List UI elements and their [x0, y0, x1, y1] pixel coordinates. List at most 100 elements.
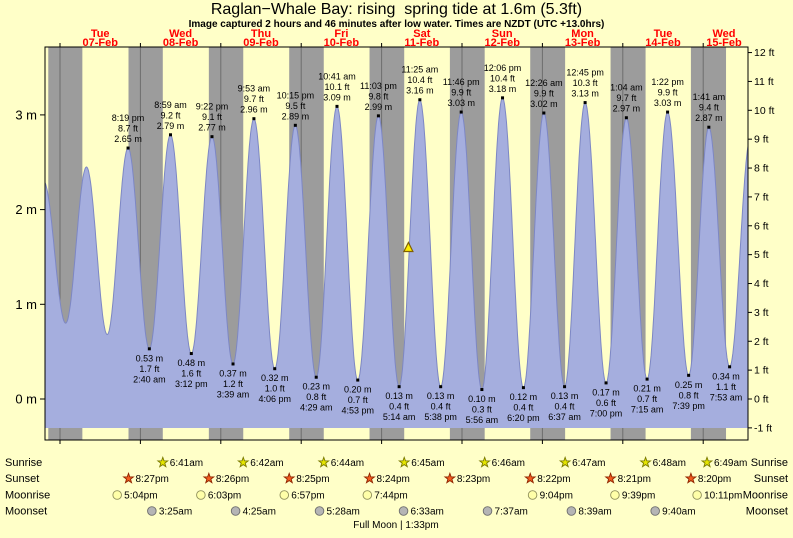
- axis-label-ft: 10 ft: [754, 105, 775, 117]
- sunset-time: 8:20pm: [698, 474, 731, 485]
- sunrise-star-icon: [156, 455, 170, 468]
- low-tide-label: 0.37 m: [219, 368, 247, 378]
- low-tide-label: 0.32 m: [261, 373, 289, 383]
- day-label-date: 12-Feb: [484, 37, 520, 49]
- tide-extreme-dot: [252, 117, 256, 121]
- high-tide-label: 9.7 ft: [244, 94, 265, 104]
- moonrise-circle-icon: [527, 490, 538, 500]
- moonrise-time: 9:04pm: [540, 491, 573, 502]
- tide-extreme-dot: [189, 352, 193, 356]
- high-tide-label: 12:45 pm: [566, 68, 604, 78]
- sunrise-time: 6:46am: [492, 458, 525, 469]
- low-tide-label: 0.10 m: [468, 394, 496, 404]
- tide-extreme-dot: [210, 135, 214, 139]
- high-tide-label: 12:26 am: [525, 78, 563, 88]
- tide-extreme-dot: [521, 386, 525, 390]
- low-tide-label: 4:06 pm: [258, 394, 291, 404]
- high-tide-label: 9.9 ft: [658, 88, 679, 98]
- sunset-time: 8:24pm: [377, 474, 410, 485]
- tide-extreme-dot: [645, 377, 649, 381]
- axis-label-ft: 2 ft: [754, 336, 769, 348]
- low-tide-label: 5:14 am: [383, 412, 416, 422]
- high-tide-label: 10.1 ft: [324, 82, 350, 92]
- tide-area: [45, 97, 748, 429]
- tide-extreme-dot: [314, 375, 318, 379]
- high-tide-label: 9.5 ft: [285, 101, 306, 111]
- tide-extreme-dot: [604, 381, 608, 385]
- tide-extreme-dot: [542, 111, 546, 115]
- high-tide-label: 9.2 ft: [160, 110, 181, 120]
- day-label-weekday: Fri: [334, 28, 348, 40]
- tide-extreme-dot: [583, 101, 587, 105]
- day-label-date: 10-Feb: [324, 37, 360, 49]
- moon-phase-label: Full Moon | 1:33pm: [353, 520, 438, 531]
- low-tide-label: 1.6 ft: [181, 369, 202, 379]
- day-label-weekday: Sat: [413, 28, 430, 40]
- low-tide-label: 0.20 m: [344, 385, 372, 395]
- low-tide-label: 0.4 ft: [431, 402, 452, 412]
- low-tide-label: 0.23 m: [302, 382, 330, 392]
- sunrise-star-icon: [397, 455, 411, 468]
- low-tide-label: 0.25 m: [675, 380, 703, 390]
- high-tide-label: 2.87 m: [695, 113, 723, 123]
- moonset-time: 3:25am: [159, 507, 192, 518]
- low-tide-label: 3:39 am: [217, 389, 250, 399]
- high-tide-label: 12:06 pm: [484, 63, 522, 73]
- day-label-date: 15-Feb: [706, 37, 742, 49]
- axis-label-ft: 9 ft: [754, 134, 769, 146]
- axis-label-ft: 1 ft: [754, 365, 769, 377]
- high-tide-label: 11:46 pm: [443, 77, 480, 87]
- sunrise-time: 6:48am: [653, 458, 686, 469]
- low-tide-label: 0.7 ft: [637, 394, 658, 404]
- tide-extreme-dot: [273, 367, 277, 371]
- high-tide-label: 2.97 m: [613, 104, 641, 114]
- astro-row-label-right: Moonrise: [743, 490, 788, 502]
- low-tide-label: 0.4 ft: [513, 403, 534, 413]
- high-tide-label: 9.4 ft: [699, 103, 720, 113]
- low-tide-label: 0.4 ft: [389, 402, 410, 412]
- day-label-weekday: Tue: [91, 28, 110, 40]
- moonrise-time: 5:04pm: [124, 491, 157, 502]
- low-tide-label: 0.7 ft: [348, 395, 369, 405]
- low-tide-label: 0.4 ft: [555, 402, 576, 412]
- low-tide-label: 5:38 pm: [424, 412, 457, 422]
- low-tide-label: 4:29 am: [300, 403, 333, 413]
- sunset-time: 8:23pm: [457, 474, 490, 485]
- sunset-star-icon: [523, 471, 537, 484]
- tide-extreme-dot: [459, 110, 463, 114]
- low-tide-label: 2:40 am: [133, 374, 166, 384]
- astro-row-label-right: Sunset: [754, 473, 788, 485]
- tide-extreme-dot: [687, 373, 691, 377]
- high-tide-label: 3.03 m: [447, 98, 475, 108]
- low-tide-label: 0.17 m: [592, 387, 620, 397]
- moonrise-circle-icon: [692, 490, 702, 500]
- low-tide-label: 0.13 m: [551, 391, 579, 401]
- sunset-star-icon: [443, 471, 457, 484]
- day-label-date: 08-Feb: [163, 37, 199, 49]
- plot-border: [44, 46, 749, 441]
- day-label-date: 13-Feb: [565, 37, 601, 49]
- high-tide-label: 9:22 pm: [196, 102, 229, 112]
- high-tide-label: 2.77 m: [198, 123, 226, 133]
- high-tide-label: 1:22 pm: [651, 77, 684, 87]
- axis-label-ft: 7 ft: [754, 191, 769, 203]
- high-tide-label: 10.4 ft: [490, 73, 516, 83]
- sunrise-time: 6:44am: [331, 458, 364, 469]
- high-tide-label: 8:59 am: [154, 100, 187, 110]
- low-tide-label: 7:15 am: [631, 405, 664, 415]
- high-tide-label: 3.03 m: [654, 98, 682, 108]
- page-subtitle: Image captured 2 hours and 46 minutes af…: [188, 19, 605, 30]
- low-tide-label: 6:20 pm: [507, 413, 540, 423]
- moonrise-circle-icon: [196, 490, 206, 500]
- tide-extreme-dot: [356, 378, 360, 382]
- sunset-time: 8:27pm: [136, 474, 169, 485]
- day-label-weekday: Sun: [492, 28, 513, 40]
- current-tide-marker: [402, 241, 414, 253]
- axis-label-ft: 4 ft: [754, 278, 769, 290]
- high-tide-label: 11:03 pm: [360, 81, 397, 91]
- high-tide-label: 8.7 ft: [118, 124, 139, 134]
- high-tide-label: 2.89 m: [282, 111, 310, 121]
- tide-extreme-dot: [501, 96, 505, 100]
- day-label-weekday: Wed: [712, 28, 735, 40]
- sunrise-time: 6:41am: [170, 458, 203, 469]
